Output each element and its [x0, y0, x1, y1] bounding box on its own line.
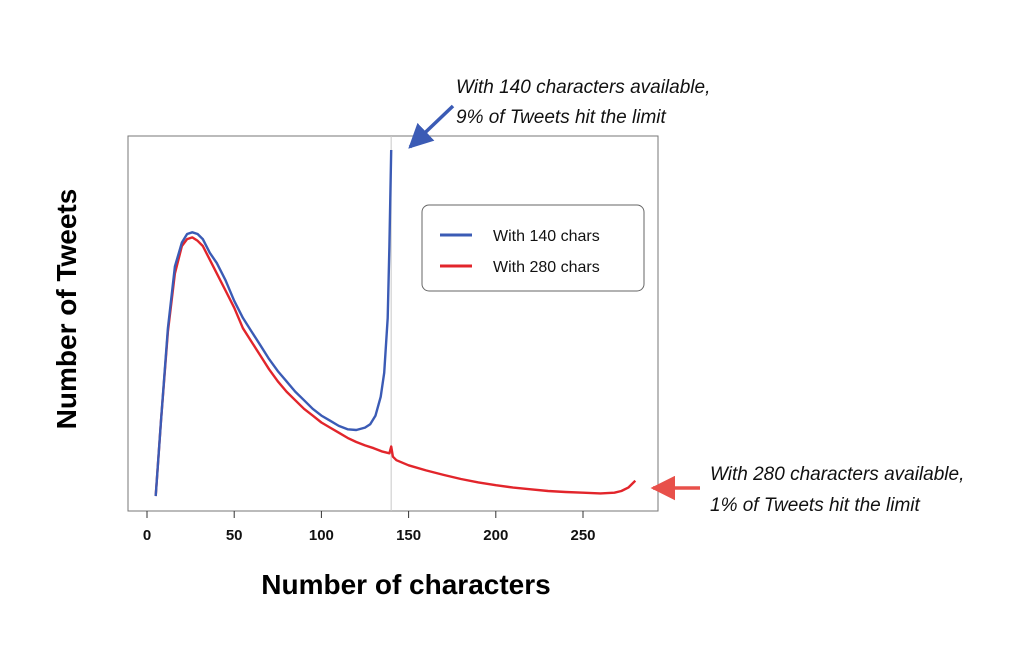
annotation-280-line-1: With 280 characters available, — [710, 464, 964, 485]
series-layer — [154, 149, 637, 497]
annotation-140-line-2: 9% of Tweets hit the limit — [456, 107, 667, 128]
x-axis-title: Number of characters — [261, 569, 550, 600]
x-tick-label: 100 — [309, 527, 334, 544]
x-axis: 0 50 100 150 200 250 — [143, 511, 596, 544]
legend-box — [421, 204, 645, 292]
plot-frame — [127, 135, 659, 512]
annotation-140-line-1: With 140 characters available, — [456, 77, 710, 98]
x-tick-label: 200 — [483, 527, 508, 544]
annotation-140-arrow — [408, 104, 455, 149]
x-tick-label: 50 — [226, 527, 243, 544]
annotation-280: With 280 characters available, 1% of Twe… — [650, 464, 964, 516]
x-tick-label: 250 — [570, 527, 595, 544]
series-line-280 — [154, 236, 637, 497]
y-axis-title: Number of Tweets — [51, 189, 82, 430]
legend: With 140 chars With 280 chars — [421, 204, 645, 292]
series-line-140 — [154, 149, 393, 497]
annotation-140: With 140 characters available, 9% of Twe… — [408, 77, 710, 149]
legend-label-280: With 280 chars — [493, 259, 600, 276]
x-tick-label: 0 — [143, 527, 151, 544]
x-tick-label: 150 — [396, 527, 421, 544]
annotation-280-line-2: 1% of Tweets hit the limit — [710, 495, 921, 516]
legend-label-140: With 140 chars — [493, 228, 600, 245]
